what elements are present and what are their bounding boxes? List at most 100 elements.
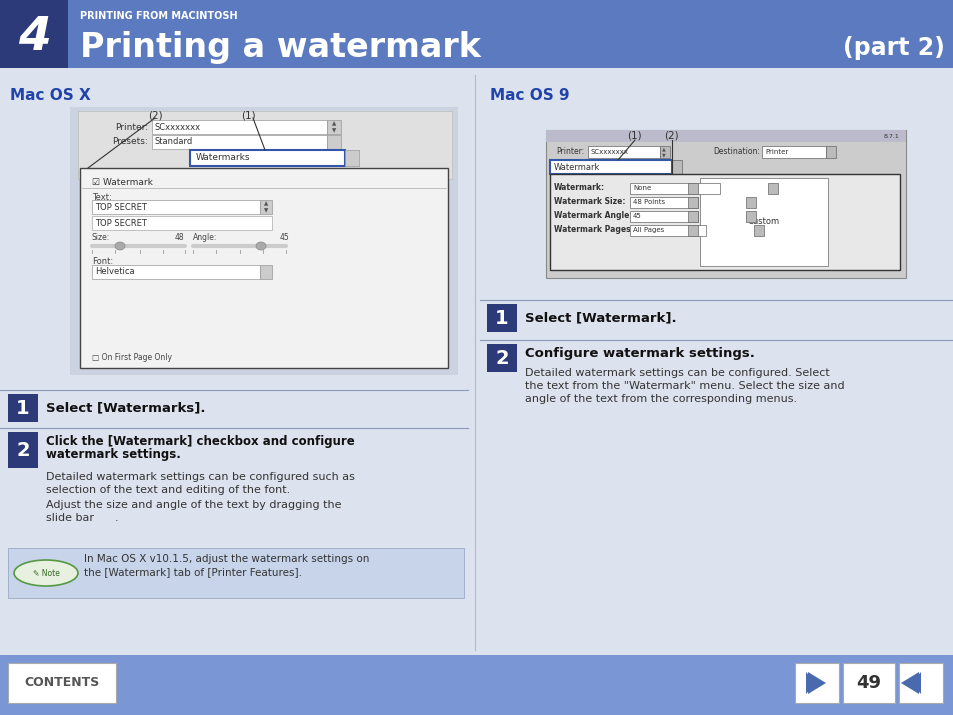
Text: In Mac OS X v10.1.5, adjust the watermark settings on: In Mac OS X v10.1.5, adjust the watermar… (84, 554, 369, 564)
Polygon shape (900, 672, 918, 694)
Text: Adjust the size and angle of the text by dragging the: Adjust the size and angle of the text by… (46, 500, 341, 510)
Text: watermark settings.: watermark settings. (46, 448, 181, 461)
Bar (0, 655, 953, 715)
Bar (8, 548, 463, 598)
Text: Watermarks: Watermarks (195, 154, 251, 162)
Text: ▲: ▲ (661, 147, 665, 152)
Text: Select [Watermark].: Select [Watermark]. (524, 312, 676, 325)
Text: angle of the text from the corresponding menus.: angle of the text from the corresponding… (524, 394, 797, 404)
Text: Mac OS X: Mac OS X (10, 88, 91, 103)
Polygon shape (805, 672, 815, 694)
Bar (753, 225, 763, 236)
Bar (767, 183, 778, 194)
Text: ▲: ▲ (264, 202, 268, 207)
Text: Printer:: Printer: (556, 147, 583, 157)
Text: SCxxxxxxx: SCxxxxxxx (590, 149, 628, 155)
Text: 4: 4 (17, 16, 51, 61)
Bar (745, 211, 755, 222)
Bar (152, 135, 327, 149)
Bar (486, 304, 517, 332)
Text: Detailed watermark settings can be configured such as: Detailed watermark settings can be confi… (46, 472, 355, 482)
Text: Destination:: Destination: (713, 147, 760, 157)
Bar (70, 107, 457, 375)
Bar (761, 146, 825, 158)
Text: (1): (1) (241, 110, 255, 120)
Text: 2: 2 (16, 440, 30, 460)
Text: Printer: Printer (764, 149, 787, 155)
Bar (898, 663, 942, 703)
Bar (327, 120, 340, 134)
Bar (629, 211, 698, 222)
Bar (687, 211, 698, 222)
Text: Printing a watermark: Printing a watermark (80, 31, 480, 64)
Text: Printer:: Printer: (114, 122, 148, 132)
Text: Watermark:: Watermark: (554, 184, 604, 192)
Text: Text:: Text: (91, 192, 112, 202)
Text: Helvetica: Helvetica (95, 267, 134, 277)
Text: slide bar      .: slide bar . (46, 513, 118, 523)
Text: 8.7.1: 8.7.1 (882, 134, 898, 139)
Bar (8, 432, 38, 468)
Text: (part 2): (part 2) (842, 36, 944, 60)
Bar (78, 111, 452, 179)
Text: 49: 49 (856, 674, 881, 692)
Text: (1): (1) (626, 131, 641, 141)
Text: 1: 1 (16, 398, 30, 418)
Bar (152, 120, 327, 134)
Bar (629, 183, 720, 194)
Bar (745, 197, 755, 208)
Text: Watermark Pages:: Watermark Pages: (554, 225, 633, 235)
Text: Custom: Custom (747, 217, 780, 227)
Text: ✎ Note: ✎ Note (32, 568, 59, 578)
Bar (842, 663, 894, 703)
Bar (260, 200, 272, 214)
Bar (687, 197, 698, 208)
Bar (0, 0, 68, 68)
Polygon shape (807, 672, 825, 694)
Bar (0, 0, 953, 68)
Text: Select [Watermarks].: Select [Watermarks]. (46, 402, 205, 415)
Bar (687, 183, 698, 194)
Text: Watermark Angle:: Watermark Angle: (554, 212, 632, 220)
Text: TOP SECRET: TOP SECRET (95, 219, 147, 227)
Bar (659, 146, 669, 158)
Text: 1: 1 (495, 308, 508, 327)
Ellipse shape (14, 560, 78, 586)
Text: selection of the text and editing of the font.: selection of the text and editing of the… (46, 485, 290, 495)
Bar (8, 663, 116, 703)
Bar (260, 265, 272, 279)
Bar (91, 265, 260, 279)
Bar (629, 197, 698, 208)
Text: None: None (633, 185, 651, 191)
Text: ▼: ▼ (332, 129, 335, 134)
Text: Font:: Font: (91, 257, 113, 267)
Ellipse shape (115, 242, 125, 250)
Bar (825, 146, 835, 158)
Bar (700, 178, 827, 266)
Bar (486, 344, 517, 372)
Text: ▼: ▼ (661, 152, 665, 157)
Text: ☑ Watermark: ☑ Watermark (91, 177, 152, 187)
Text: (2): (2) (663, 131, 678, 141)
Text: Click the [Watermark] checkbox and configure: Click the [Watermark] checkbox and confi… (46, 435, 355, 448)
Bar (91, 200, 260, 214)
Text: 45: 45 (280, 234, 290, 242)
Text: Mac OS 9: Mac OS 9 (490, 88, 569, 103)
Bar (327, 135, 340, 149)
Bar (794, 663, 838, 703)
Bar (550, 174, 899, 270)
Text: ▲: ▲ (332, 122, 335, 127)
Bar (545, 130, 905, 142)
Bar (629, 225, 705, 236)
Text: (2): (2) (148, 110, 162, 120)
Bar (80, 168, 448, 368)
Polygon shape (910, 672, 920, 694)
Bar (671, 160, 681, 174)
Bar (190, 150, 345, 166)
Bar (687, 225, 698, 236)
Text: 48 Points: 48 Points (633, 199, 664, 205)
Text: 2: 2 (495, 348, 508, 368)
Bar (587, 146, 659, 158)
Text: TOP SECRET: TOP SECRET (95, 202, 147, 212)
Text: Configure watermark settings.: Configure watermark settings. (524, 347, 754, 360)
